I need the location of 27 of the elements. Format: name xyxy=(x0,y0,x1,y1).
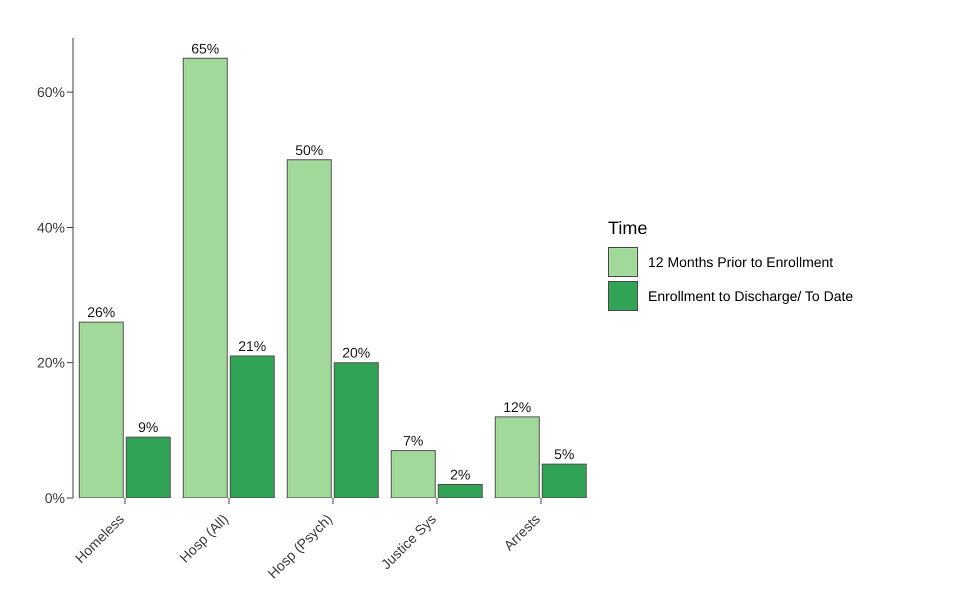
y-tick-label: 20% xyxy=(36,354,65,371)
y-tick-label: 60% xyxy=(36,84,65,100)
bar xyxy=(542,464,587,498)
bar xyxy=(286,159,332,498)
legend-label: Enrollment to Discharge/ To Date xyxy=(648,288,854,304)
y-tick-label: 0% xyxy=(44,490,65,506)
bar xyxy=(494,416,540,498)
data-label: 65% xyxy=(191,40,220,56)
bar xyxy=(390,450,436,498)
data-label: 7% xyxy=(403,432,424,449)
bar xyxy=(334,362,379,498)
bar xyxy=(78,322,124,498)
bar xyxy=(438,484,483,498)
data-label: 50% xyxy=(295,142,324,158)
y-tick-label: 40% xyxy=(36,219,65,236)
data-label: 2% xyxy=(450,466,470,482)
bar xyxy=(182,58,228,498)
data-label: 26% xyxy=(87,304,116,320)
legend-title: Time xyxy=(608,218,648,239)
bar xyxy=(126,436,171,498)
data-label: 21% xyxy=(238,338,266,354)
legend-label: 12 Months Prior to Enrollment xyxy=(648,254,834,270)
data-label: 12% xyxy=(503,398,532,415)
data-label: 5% xyxy=(554,446,574,462)
data-label: 20% xyxy=(342,344,370,361)
bar xyxy=(230,355,275,498)
data-label: 9% xyxy=(138,419,158,436)
